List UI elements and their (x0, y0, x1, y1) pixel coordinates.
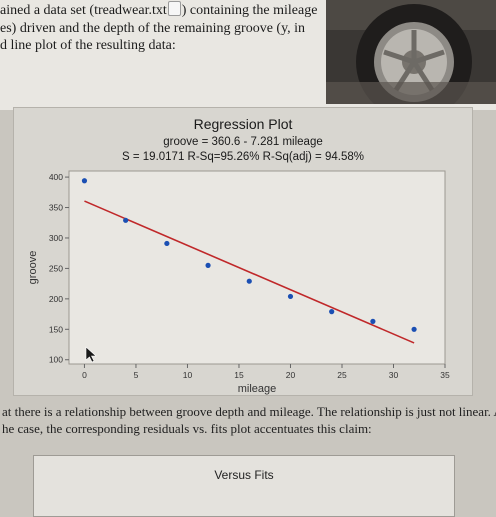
intro-line-3: d line plot of the resulting data: (0, 38, 176, 53)
y-tick-label: 250 (49, 263, 63, 273)
y-tick-label: 350 (49, 203, 63, 213)
mouse-cursor-icon (85, 346, 97, 363)
y-tick-label: 100 (49, 355, 63, 365)
data-point (246, 278, 252, 284)
data-point (287, 293, 294, 300)
x-tick-label: 10 (183, 370, 193, 380)
y-tick-label: 150 (49, 324, 63, 334)
data-point (205, 262, 211, 268)
data-point (164, 240, 170, 247)
body-paragraph: at there is a relationship between groov… (0, 403, 496, 437)
chart-title: Regression Plot (194, 116, 293, 132)
versus-fits-figure: Versus Fits (33, 455, 455, 517)
intro-line-1: ained a data set (treadwear.txt) contain… (0, 1, 318, 18)
regression-figure: Regression Plot groove = 360.6 - 7.281 m… (13, 107, 473, 396)
chart-equation: groove = 360.6 - 7.281 mileage (163, 136, 323, 148)
data-point (370, 318, 376, 324)
plot-area (68, 170, 446, 365)
x-tick-label: 0 (82, 370, 87, 380)
data-point (81, 178, 88, 184)
chart-stats: S = 19.0171 R-Sq=95.26% R-Sq(adj) = 94.5… (122, 151, 364, 163)
x-tick-label: 15 (234, 370, 244, 380)
intro-line-2: es) driven and the depth of the remainin… (0, 20, 306, 36)
x-tick-label: 5 (134, 370, 139, 380)
y-tick-label: 200 (49, 294, 63, 304)
paragraph-line-2: he case, the corresponding residuals vs.… (2, 421, 372, 436)
x-axis-label: mileage (238, 383, 277, 395)
x-tick-label: 30 (389, 370, 399, 380)
y-axis-label: groove (27, 251, 39, 285)
y-tick-label: 400 (49, 172, 63, 182)
file-icon[interactable] (167, 1, 181, 16)
y-tick-label: 300 (49, 233, 63, 243)
regression-fit-line (84, 200, 415, 344)
versus-fits-title: Versus Fits (214, 468, 274, 482)
x-tick-label: 25 (337, 370, 347, 380)
intro-text: ained a data set (treadwear.txt) contain… (0, 0, 320, 55)
data-point (123, 217, 129, 223)
x-tick-label: 35 (440, 370, 450, 380)
x-tick-label: 20 (286, 370, 296, 380)
data-point (329, 309, 335, 315)
regression-plot: Regression Plot groove = 360.6 - 7.281 m… (27, 116, 450, 395)
paragraph-line-1: at there is a relationship between groov… (2, 404, 496, 419)
tire-photo (326, 0, 496, 104)
data-point (411, 326, 417, 332)
